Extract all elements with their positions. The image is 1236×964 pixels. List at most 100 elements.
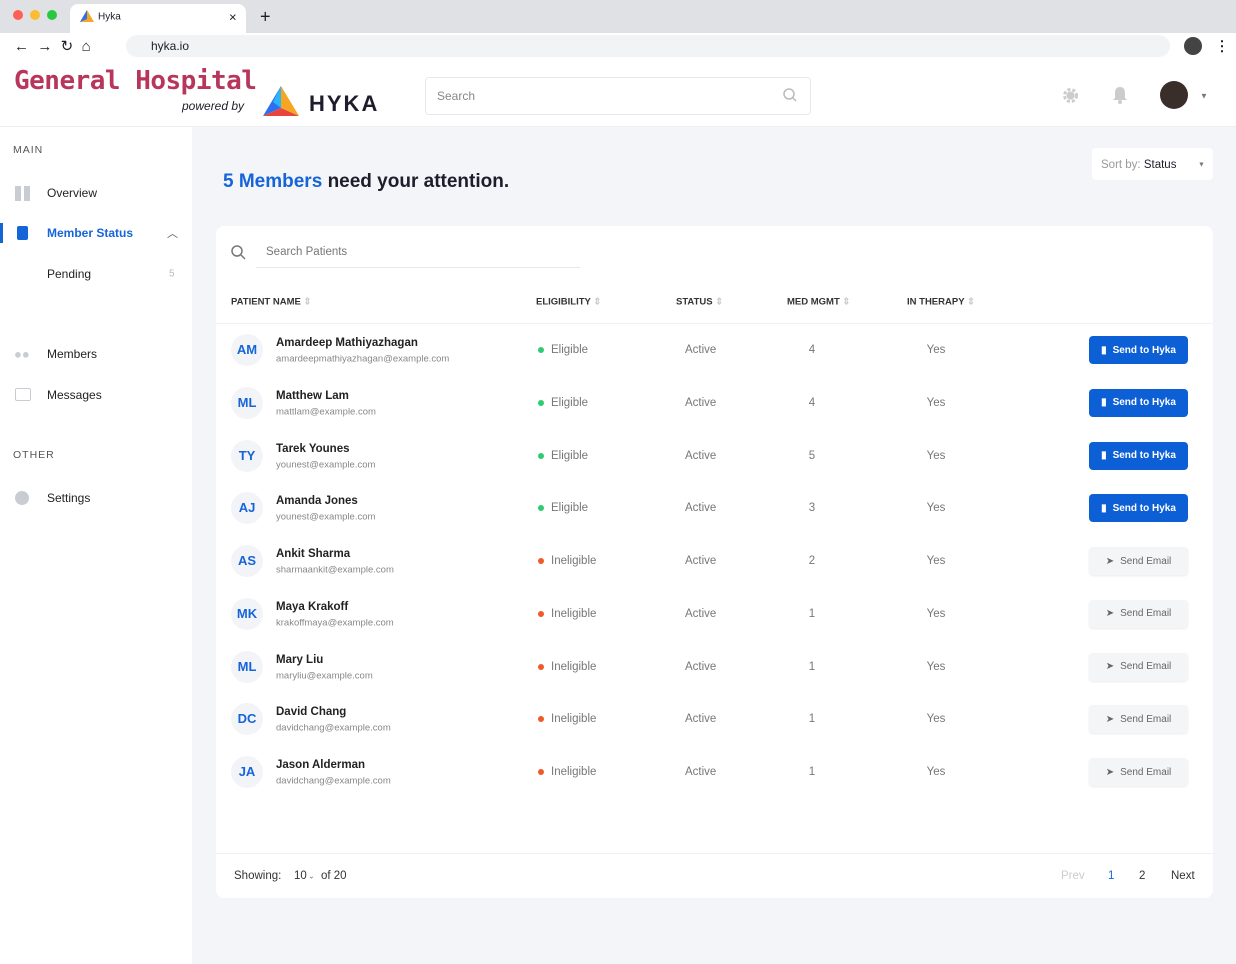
- nav-item[interactable]: Settings: [47, 491, 91, 505]
- headline-text: need your attention.: [327, 171, 510, 192]
- header-divider: [216, 323, 1213, 324]
- action-button[interactable]: ▮ Send to Hyka: [1089, 388, 1188, 417]
- in-therapy: Yes: [926, 713, 946, 726]
- close-dot[interactable]: [13, 10, 23, 20]
- status: Active: [685, 449, 717, 462]
- min-dot[interactable]: [30, 10, 40, 20]
- settings-icon[interactable]: [1062, 87, 1079, 104]
- profile[interactable]: [1184, 37, 1202, 55]
- tab-close[interactable]: ×: [229, 9, 237, 25]
- button-label: Send to Hyka: [1112, 344, 1176, 356]
- patient-email: davidchang@example.com: [276, 775, 391, 787]
- user-caret[interactable]: ▼: [1200, 91, 1208, 101]
- patient-search-icon: [231, 245, 246, 260]
- page-size[interactable]: 10: [294, 870, 307, 882]
- patient-name: Amardeep Mathiyazhagan: [276, 337, 418, 349]
- action-button[interactable]: ▮ Send to Hyka: [1089, 441, 1188, 470]
- in-therapy: Yes: [926, 449, 946, 462]
- button-icon: ▮: [1101, 502, 1107, 514]
- sort-dropdown[interactable]: [1092, 148, 1213, 180]
- new-tab[interactable]: +: [260, 6, 271, 27]
- patient-name: Tarek Younes: [276, 442, 350, 455]
- next[interactable]: Next: [1171, 870, 1195, 882]
- med-mgmt: 3: [808, 502, 816, 515]
- nav-subitem[interactable]: Pending: [47, 267, 92, 281]
- patient-name: Amanda Jones: [276, 495, 358, 508]
- patient-search-placeholder[interactable]: Search Patients: [266, 246, 348, 258]
- nav-item[interactable]: Member Status: [47, 226, 134, 240]
- in-therapy: Yes: [926, 502, 946, 515]
- eligibility-dot: [538, 452, 544, 459]
- bell-icon[interactable]: [1112, 86, 1128, 104]
- search-box[interactable]: [425, 77, 811, 115]
- status: Active: [685, 766, 717, 778]
- column-header[interactable]: STATUS ⇕: [676, 296, 724, 308]
- avatar: MK: [231, 597, 263, 630]
- max-dot[interactable]: [47, 10, 57, 20]
- patient-email: krakoffmaya@example.com: [276, 617, 394, 629]
- status: Active: [685, 660, 717, 673]
- nav-item[interactable]: Members: [47, 347, 98, 361]
- hyka-logo-icon: [263, 86, 299, 116]
- action-button[interactable]: ▮ Send to Hyka: [1089, 336, 1188, 364]
- search-placeholder: Search: [437, 89, 476, 103]
- patient-name: David Chang: [276, 706, 347, 719]
- button-label: Send Email: [1120, 555, 1172, 567]
- member-status-icon: [17, 226, 28, 240]
- footer-divider: [216, 853, 1213, 854]
- column-header[interactable]: IN THERAPY ⇕: [907, 296, 975, 308]
- status: Active: [685, 713, 717, 726]
- sort-caret: ▼: [1198, 161, 1205, 169]
- tab-icon: [80, 10, 94, 22]
- in-therapy: Yes: [926, 766, 946, 778]
- med-mgmt: 4: [808, 396, 816, 409]
- eligibility: Ineligible: [551, 766, 597, 778]
- action-button[interactable]: ▮ Send to Hyka: [1089, 494, 1188, 523]
- avatar: TY: [231, 439, 263, 472]
- nav-item[interactable]: Messages: [47, 388, 102, 402]
- active-bar: [0, 223, 3, 243]
- nav-item[interactable]: Overview: [47, 186, 98, 200]
- url-field[interactable]: [126, 35, 1170, 57]
- user-avatar[interactable]: [1160, 81, 1188, 109]
- patient-email: younest@example.com: [276, 511, 376, 523]
- table-card: [216, 226, 1213, 898]
- avatar: AS: [231, 545, 263, 577]
- brand: General Hospital: [14, 66, 257, 96]
- button-icon: ▮: [1101, 344, 1107, 356]
- tab-title: Hyka: [98, 11, 121, 23]
- tab[interactable]: [70, 4, 246, 33]
- column-header[interactable]: ELIGIBILITY ⇕: [536, 296, 602, 308]
- menu[interactable]: ⋮: [1215, 37, 1229, 54]
- status: Active: [685, 502, 717, 515]
- button-icon: ➤: [1105, 661, 1115, 672]
- app-header: [0, 62, 1236, 127]
- page-link[interactable]: 2: [1139, 870, 1146, 882]
- column-header[interactable]: MED MGMT ⇕: [787, 296, 851, 308]
- headline-count: 5 Members: [223, 171, 323, 192]
- action-button[interactable]: ➤ Send Email: [1089, 599, 1188, 628]
- action-button[interactable]: ➤ Send Email: [1089, 758, 1188, 786]
- eligibility: Eligible: [551, 449, 589, 462]
- sort-arrow: ⇕: [839, 296, 851, 308]
- in-therapy: Yes: [926, 344, 946, 356]
- chevron[interactable]: ︿: [167, 228, 178, 240]
- action-button[interactable]: ➤ Send Email: [1089, 705, 1188, 734]
- page-link[interactable]: 1: [1108, 870, 1115, 882]
- section-label: OTHER: [13, 449, 55, 461]
- in-therapy: Yes: [926, 396, 946, 409]
- med-mgmt: 1: [808, 713, 816, 726]
- prev[interactable]: Prev: [1061, 870, 1085, 882]
- in-therapy: Yes: [926, 607, 946, 620]
- column-header[interactable]: PATIENT NAME ⇕: [231, 296, 312, 308]
- nav-icons[interactable]: ← → ↻ ⌂: [14, 38, 91, 55]
- button-icon: ➤: [1105, 766, 1115, 778]
- avatar: AJ: [231, 492, 263, 525]
- med-mgmt: 1: [808, 766, 816, 778]
- action-button[interactable]: ➤ Send Email: [1089, 652, 1188, 681]
- action-button[interactable]: ➤ Send Email: [1089, 547, 1188, 575]
- button-label: Send Email: [1120, 661, 1172, 672]
- eligibility-dot: [538, 769, 544, 775]
- med-mgmt: 5: [808, 449, 816, 462]
